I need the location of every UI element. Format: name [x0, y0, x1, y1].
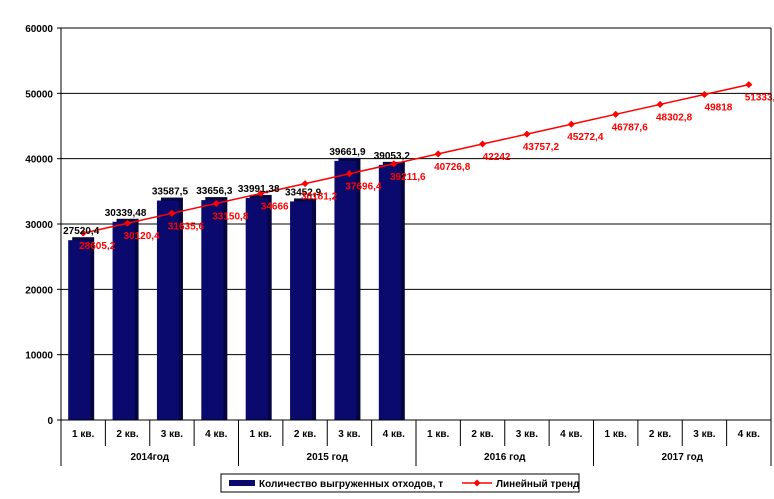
y-tick-label: 0 — [47, 416, 53, 427]
x-group-label: 2014год — [130, 452, 169, 463]
trend-point — [434, 150, 442, 158]
trend-data-label: 34666 — [261, 202, 289, 213]
legend-box — [220, 473, 580, 493]
bar-data-label: 27520,4 — [63, 226, 100, 237]
bar — [68, 240, 91, 420]
trend-data-label: 48302,8 — [656, 112, 693, 123]
x-tick-label: 2 кв. — [649, 429, 671, 440]
trend-point — [79, 229, 87, 237]
trend-data-label: 51333,2 — [745, 93, 774, 104]
trend-point — [168, 209, 176, 217]
trend-data-label: 28605,2 — [79, 241, 116, 252]
trend-point — [612, 110, 620, 118]
bar — [290, 201, 313, 420]
trend-point — [301, 180, 309, 188]
x-tick-label: 1 кв. — [250, 429, 272, 440]
legend: Количество выгруженных отходов, т Линейны… — [220, 473, 580, 493]
x-tick-label: 3 кв. — [693, 429, 715, 440]
x-tick-label: 4 кв. — [560, 429, 582, 440]
x-tick-label: 1 кв. — [605, 429, 627, 440]
legend-bar-label: Количество выгруженных отходов, т — [259, 479, 443, 490]
bar — [156, 200, 179, 420]
x-tick-label: 4 кв. — [738, 429, 760, 440]
bar — [378, 164, 401, 420]
bar-data-label: 33656,3 — [196, 186, 233, 197]
trend-data-label: 30120,4 — [123, 231, 160, 242]
x-tick-label: 2 кв. — [116, 429, 138, 440]
bar — [334, 160, 357, 420]
y-tick-label: 50000 — [25, 89, 53, 100]
trend-data-label: 42242 — [483, 152, 511, 163]
trend-point — [700, 90, 708, 99]
bar — [201, 200, 224, 420]
trend-data-label: 39211,6 — [390, 172, 426, 183]
legend-bar-swatch — [229, 480, 255, 486]
legend-trend-marker — [473, 479, 481, 487]
bar-data-label: 39053,2 — [374, 151, 411, 162]
bar-data-label: 39661,9 — [329, 147, 366, 158]
x-group-label: 2015 год — [307, 452, 349, 463]
y-tick-label: 40000 — [25, 155, 53, 166]
bar-data-label: 33452,9 — [285, 187, 322, 198]
y-tick-label: 10000 — [25, 351, 53, 362]
x-tick-label: 3 кв. — [516, 429, 538, 440]
bar-data-label: 30339,48 — [105, 208, 147, 219]
trend-data-label: 37696,4 — [345, 182, 382, 193]
trend-point — [523, 130, 531, 138]
trend-data-label: 43757,2 — [523, 142, 560, 153]
x-group-label: 2017 год — [662, 452, 704, 463]
x-tick-label: 2 кв. — [294, 429, 316, 440]
trend-data-label: 31635,6 — [168, 221, 205, 232]
x-tick-label: 1 кв. — [72, 429, 94, 440]
y-tick-label: 20000 — [25, 285, 53, 296]
trend-data-label: 49818 — [705, 103, 733, 114]
legend-trend-label: Линейный тренд — [496, 479, 580, 490]
trend-data-labels: 28605,2 30120,4 31635,6 33150,8 34666 36181,2… — [79, 93, 774, 252]
trend-data-label: 45272,4 — [567, 132, 604, 143]
x-tick-label: 4 кв. — [205, 429, 227, 440]
bar-series — [68, 157, 405, 421]
bar-data-label: 33587,5 — [152, 187, 189, 198]
trend-point — [656, 100, 664, 108]
x-group-label: 2016 год — [484, 452, 526, 463]
trend-point — [124, 219, 132, 227]
x-tick-label: 1 кв. — [427, 429, 449, 440]
trend-data-label: 33150,8 — [212, 211, 249, 222]
trend-point — [567, 120, 575, 128]
x-tick-label: 2 кв. — [471, 429, 493, 440]
axes: 0 10000 20000 30000 40000 50000 60000 1 кв. 2 кв… — [25, 24, 772, 466]
trend-point — [390, 160, 398, 168]
bar — [245, 197, 268, 420]
trend-point — [479, 140, 487, 148]
trend-point — [345, 170, 353, 178]
trend-point — [212, 199, 220, 207]
x-tick-label: 3 кв. — [338, 429, 360, 440]
bar — [112, 221, 135, 420]
x-tick-label: 3 кв. — [161, 429, 183, 440]
trend-point — [745, 81, 753, 89]
trend-line — [83, 83, 749, 234]
bar-data-labels: 27520,4 30339,48 33587,5 33656,3 33991,38 334… — [63, 147, 410, 237]
y-tick-label: 30000 — [25, 220, 53, 231]
trend-data-label: 40726,8 — [434, 162, 471, 173]
trend-data-label: 46787,6 — [612, 122, 649, 133]
x-tick-label: 4 кв. — [383, 429, 405, 440]
trend-data-label: 36181,2 — [301, 192, 338, 203]
trend-series — [79, 81, 753, 237]
trend-point — [257, 189, 265, 198]
bar-data-label: 33991,38 — [238, 184, 280, 195]
y-tick-label: 60000 — [25, 24, 53, 35]
